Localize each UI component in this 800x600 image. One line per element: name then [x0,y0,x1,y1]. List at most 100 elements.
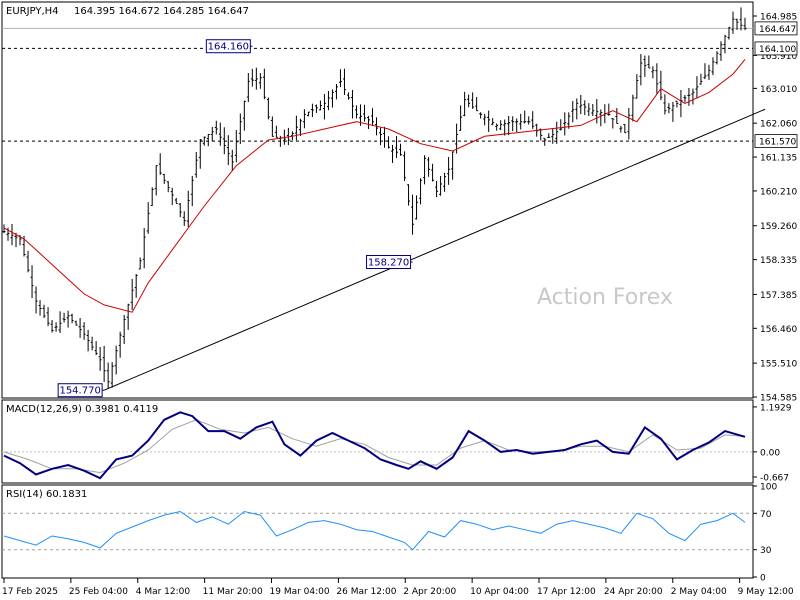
price-axis-label: 157.385 [760,291,797,301]
price-bar [623,123,627,134]
price-bar [419,178,423,205]
price-bar [447,156,451,185]
price-bar [354,105,358,119]
price-bar [515,118,519,133]
price-bar [222,127,226,155]
price-bar [258,73,262,89]
price-bar [294,115,298,141]
price-bar [563,112,567,136]
chart-ohlc-values: 164.395 164.672 164.285 164.647 [74,6,249,17]
price-bar [711,57,715,76]
price-bar [587,103,591,117]
price-bar [138,257,142,270]
price-bar [78,318,82,338]
price-axis-label: 163.910 [760,52,797,62]
price-bar [707,64,711,80]
price-bar [719,41,723,61]
price-bar [142,228,146,269]
price-bar [170,187,174,206]
price-bar [471,92,475,109]
time-axis-label: 9 May 12:00 [738,587,794,597]
rsi-axis-label: 100 [760,483,777,493]
price-bar [495,123,499,131]
price-bar [475,97,479,112]
price-bar [539,128,543,141]
chart-symbol-label: EURJPY,H4 [6,6,59,17]
price-bar [463,91,467,117]
price-level-tag: 164.647 [754,21,798,36]
rsi-axis: 100 70 30 0 [753,483,777,584]
price-bar [431,163,435,182]
price-bar [487,110,491,132]
price-bar [338,69,342,88]
price-bar [70,313,74,324]
price-axis-label: 161.135 [760,154,797,164]
price-bar [407,184,411,206]
price-bar [162,173,166,184]
price-bar [342,68,346,95]
price-bar [130,279,134,310]
price-bar [591,104,595,117]
price-axis-label: 162.060 [760,120,797,130]
price-bar [318,100,322,111]
rsi-axis-label: 30 [760,546,772,556]
time-axis: 17 Feb 2025 25 Feb 04:00 4 Mar 12:00 11 Mar… [2,578,794,597]
price-bar [579,95,583,115]
macd-signal-line [3,419,746,474]
price-bar [455,123,459,154]
price-bar [391,144,395,163]
macd-main-line [3,411,746,480]
price-bar [555,121,559,144]
price-bar [82,322,86,340]
price-bar [383,126,387,148]
price-bar [234,130,238,163]
price-bar [218,122,222,146]
moving-average-layer [3,59,746,313]
price-bar [238,113,242,144]
price-bar [98,346,102,371]
price-bar [298,118,302,136]
price-bar [146,202,150,234]
annotation-label: 154.770 [59,386,100,397]
price-bar [415,195,419,220]
price-bar [38,300,42,316]
price-bar [531,111,535,129]
price-bar [651,66,655,79]
time-axis-label: 11 Mar 20:00 [203,587,263,597]
price-annotation: 158.270 [366,255,413,270]
price-bar [663,94,667,115]
time-axis-label: 19 Mar 04:00 [270,587,330,597]
macd-lines [2,411,753,480]
price-level-tag-label: 164.647 [759,25,796,35]
price-bar [242,100,246,131]
price-bar [451,151,455,180]
price-bar [90,336,94,351]
price-level-tag-label: 164.100 [759,45,796,55]
price-annotation: 154.770 [57,383,105,398]
trendline [103,108,766,391]
price-bar [190,175,194,207]
rsi-axis-label: 0 [760,574,766,584]
time-axis-label: 17 Feb 2025 [2,587,58,597]
annotation-box [366,255,412,270]
price-bar [302,109,306,129]
price-bar [122,314,126,345]
macd-axis-label: 1.1929 [760,403,792,413]
price-bar [186,190,190,227]
macd-axis: 1.1929 0.00 -0.667 [753,403,792,483]
price-bar [262,68,266,100]
price-bar [54,322,58,332]
price-bar [362,104,366,122]
price-axis-label: 155.510 [760,360,797,370]
price-bar [202,136,206,146]
price-bar [2,224,6,234]
price-bar [727,26,731,40]
price-bar [42,304,46,319]
price-bar [114,345,118,375]
price-annotation: 164.160 [205,39,253,54]
price-bar [34,286,38,314]
price-bar [106,362,110,389]
price-level-tag-box [754,41,798,56]
rsi-title: RSI(14) 60.1831 [6,489,87,500]
price-bar [635,74,639,99]
